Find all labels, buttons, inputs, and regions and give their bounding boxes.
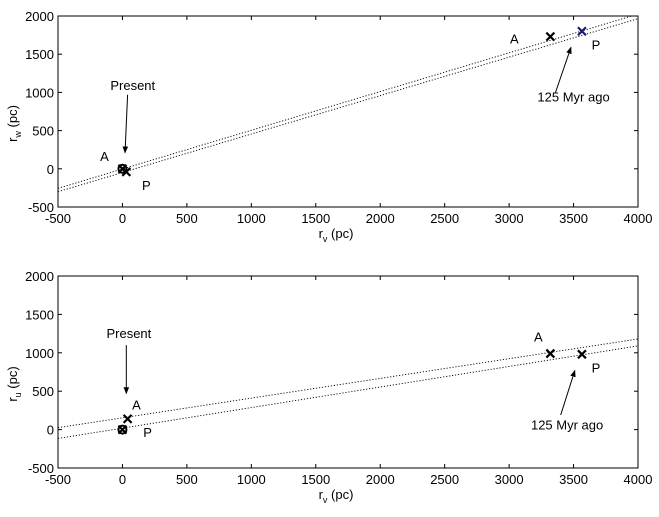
y-tick-label: 1500 bbox=[25, 47, 54, 62]
x-tick-label: 1000 bbox=[237, 211, 266, 226]
x-tick-label: 1500 bbox=[301, 472, 330, 487]
x-tick-label: 0 bbox=[119, 211, 126, 226]
annotation: Present bbox=[106, 326, 152, 395]
marker-a: A bbox=[117, 398, 141, 435]
cross-marker bbox=[121, 167, 132, 177]
marker-label: P bbox=[143, 425, 152, 440]
trajectory-line-2 bbox=[58, 18, 638, 193]
x-tick-label: 2000 bbox=[366, 211, 395, 226]
annotation-label: Present bbox=[106, 326, 151, 341]
ring-marker bbox=[117, 424, 128, 435]
y-tick-label: 500 bbox=[32, 124, 54, 139]
marker-label: P bbox=[142, 178, 151, 193]
marker-label: A bbox=[132, 398, 141, 413]
x-tick-label: 500 bbox=[176, 211, 198, 226]
annotation-label: 125 Myr ago bbox=[537, 90, 609, 105]
trajectory-line-1 bbox=[58, 16, 634, 189]
panel-1: -500 0 500 1000 1500 2000 2500 3000 3500 4000 -500… bbox=[5, 9, 652, 244]
marker-p: P bbox=[577, 349, 601, 375]
marker-p: P bbox=[122, 414, 152, 440]
marker-label: A bbox=[534, 330, 543, 345]
y-tick-label: 2000 bbox=[25, 9, 54, 24]
annotation-label: 125 Myr ago bbox=[531, 418, 603, 433]
cross-marker bbox=[122, 414, 133, 424]
x-tick-label: 1500 bbox=[301, 211, 330, 226]
annotation-label: Present bbox=[110, 78, 155, 93]
x-tick-label: 3500 bbox=[559, 211, 588, 226]
x-tick-label: 4000 bbox=[624, 211, 653, 226]
y-tick-label: 1000 bbox=[25, 85, 54, 100]
x-tick-label: -500 bbox=[45, 472, 71, 487]
annotation-arrow bbox=[555, 46, 572, 93]
y-tick-label: -500 bbox=[28, 200, 54, 215]
x-tick-label: 4000 bbox=[624, 472, 653, 487]
cross-marker bbox=[577, 26, 587, 37]
x-tick-label: 2000 bbox=[366, 472, 395, 487]
y-tick-label: 500 bbox=[32, 384, 54, 399]
trajectory-line-2 bbox=[58, 345, 638, 439]
marker-label: P bbox=[592, 37, 601, 52]
y-axis-label: rw (pc) bbox=[5, 105, 23, 142]
marker-label: P bbox=[592, 360, 601, 375]
x-tick-label: 2500 bbox=[430, 211, 459, 226]
x-tick-label: 3000 bbox=[495, 211, 524, 226]
cross-marker bbox=[577, 349, 587, 360]
y-tick-label: -500 bbox=[28, 461, 54, 476]
y-tick-label: 1500 bbox=[25, 307, 54, 322]
marker-label: A bbox=[100, 149, 109, 164]
cross-marker bbox=[545, 31, 556, 42]
x-tick-label: 1000 bbox=[237, 472, 266, 487]
x-axis-label: rv (pc) bbox=[319, 487, 354, 505]
x-tick-label: 500 bbox=[176, 472, 198, 487]
ring-marker bbox=[117, 163, 128, 174]
cross-marker bbox=[117, 424, 128, 435]
x-axis-label: rv (pc) bbox=[319, 226, 354, 244]
annotation-arrow bbox=[560, 369, 576, 416]
annotation: 125 Myr ago bbox=[537, 46, 610, 105]
panel-2: -500 0 500 1000 1500 2000 2500 3000 3500 4000 -500… bbox=[5, 269, 652, 505]
marker-a: A bbox=[534, 330, 556, 359]
y-tick-label: 0 bbox=[47, 162, 54, 177]
y-axis-label: ru (pc) bbox=[5, 366, 23, 401]
cross-marker bbox=[545, 348, 556, 359]
annotation: Present bbox=[110, 78, 156, 154]
x-tick-label: 0 bbox=[119, 472, 126, 487]
annotation: 125 Myr ago bbox=[531, 369, 603, 433]
y-tick-label: 2000 bbox=[25, 269, 54, 284]
plot-frame bbox=[57, 275, 639, 469]
marker-a: A bbox=[510, 31, 556, 47]
y-tick-label: 0 bbox=[47, 423, 54, 438]
marker-label: A bbox=[510, 32, 519, 47]
x-tick-label: 2500 bbox=[430, 472, 459, 487]
x-tick-label: -500 bbox=[45, 211, 71, 226]
marker-p: P bbox=[121, 167, 151, 193]
marker-p: P bbox=[577, 26, 601, 52]
x-tick-label: 3000 bbox=[495, 472, 524, 487]
annotation-arrow bbox=[122, 94, 129, 154]
plot-frame bbox=[57, 15, 639, 208]
y-tick-label: 1000 bbox=[25, 346, 54, 361]
x-tick-label: 3500 bbox=[559, 472, 588, 487]
